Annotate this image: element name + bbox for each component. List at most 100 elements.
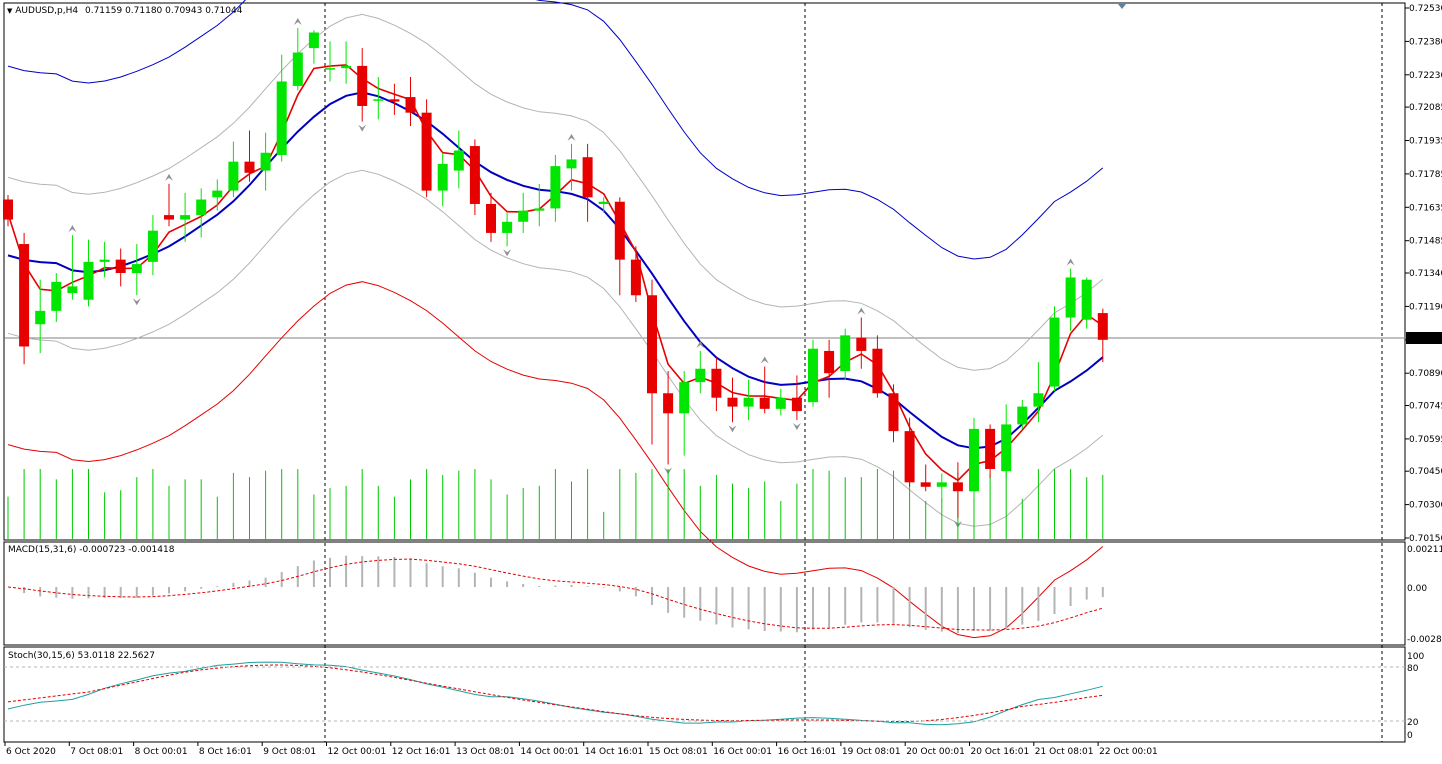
candle[interactable] [904,417,915,487]
candle[interactable] [502,212,513,247]
envelope-inner-lower [7,169,1104,527]
candle[interactable] [775,388,786,416]
candle-body [292,52,303,86]
candle[interactable] [341,41,352,84]
time-tick-label: 13 Oct 08:01 [456,747,515,757]
candle[interactable] [695,350,706,394]
fractal-up-icon [857,307,866,315]
candle[interactable] [3,195,13,227]
candle[interactable] [1065,268,1076,331]
candle[interactable] [276,54,287,162]
candle[interactable] [518,192,529,233]
candle[interactable] [566,143,577,191]
time-tick-label: 8 Oct 16:01 [199,747,252,757]
candle[interactable] [373,77,384,120]
candle[interactable] [67,235,78,300]
candle[interactable] [759,366,770,414]
candle[interactable] [405,77,416,127]
candles[interactable] [3,28,1108,518]
candle[interactable] [582,143,593,222]
candle[interactable] [212,179,223,211]
candle[interactable] [808,339,818,407]
candle[interactable] [647,279,657,445]
candle[interactable] [164,183,174,227]
candle[interactable] [1097,308,1108,363]
candle[interactable] [115,248,126,287]
candle[interactable] [663,370,674,465]
candle[interactable] [550,154,561,222]
candle[interactable] [985,424,996,478]
candle[interactable] [952,462,963,518]
candle[interactable] [453,130,464,189]
candle[interactable] [147,215,158,276]
candle[interactable] [534,183,545,227]
candle[interactable] [920,464,931,492]
candle[interactable] [437,152,448,207]
time-tick-label: 6 Oct 2020 [6,747,56,757]
candle[interactable] [743,379,754,420]
candle[interactable] [260,132,271,191]
candle[interactable] [421,99,432,198]
candle[interactable] [325,41,335,82]
candle[interactable] [872,335,883,398]
time-tick-label: 16 Oct 16:01 [778,747,837,757]
candle[interactable] [1001,404,1012,478]
candle[interactable] [727,377,738,423]
candle[interactable] [936,473,947,503]
candle[interactable] [711,357,722,412]
time-tick-label: 12 Oct 16:01 [392,747,451,757]
candle[interactable] [35,279,46,354]
collapse-triangle-icon[interactable]: ▼ [7,7,13,15]
candle[interactable] [969,417,979,498]
candle[interactable] [614,197,625,296]
candle[interactable] [840,328,851,380]
macd-header: MACD(15,31,6) -0.000723 -0.001418 [8,545,175,555]
candle[interactable] [824,339,835,398]
candle[interactable] [196,188,207,238]
candle[interactable] [244,130,255,182]
candle[interactable] [389,83,400,115]
candle-body [35,310,46,325]
candle[interactable] [856,317,867,369]
current-price-box [1406,332,1442,344]
stoch-panel-frame [3,646,1406,743]
candle[interactable] [486,192,496,242]
candle[interactable] [228,141,239,198]
envelope-outer-lower [7,281,1104,639]
time-tick-label: 20 Oct 16:01 [971,747,1030,757]
candle-body [437,163,448,191]
chart-shift-marker-icon[interactable] [1118,4,1126,9]
candle[interactable] [469,139,480,216]
time-tick-label: 19 Oct 08:01 [842,747,901,757]
candle[interactable] [630,246,641,302]
candle[interactable] [1081,277,1092,329]
candle[interactable] [83,239,94,307]
time-tick-label: 12 Oct 00:01 [328,747,387,757]
candle-body [566,159,577,169]
candle[interactable] [180,192,191,242]
candle-body [19,244,30,347]
candle[interactable] [292,28,303,91]
candle[interactable] [131,244,142,296]
candle[interactable] [598,197,609,213]
candle[interactable] [679,370,690,456]
candle[interactable] [791,375,802,420]
candle-body [405,97,416,113]
symbol-label: AUDUSD,p,H4 [15,6,79,16]
candle[interactable] [308,30,319,64]
candle[interactable] [19,232,30,365]
candle[interactable] [51,273,62,322]
candle[interactable] [99,241,110,278]
candle-body [872,348,883,394]
candle[interactable] [1033,362,1044,423]
candle[interactable] [1017,399,1028,429]
fractal-down-icon [132,298,141,306]
candle[interactable] [1049,306,1060,392]
candle[interactable] [888,384,899,443]
symbol-header: ▼ AUDUSD,p,H4 0.71159 0.71180 0.70943 0.… [7,6,242,16]
candle[interactable] [357,48,368,122]
